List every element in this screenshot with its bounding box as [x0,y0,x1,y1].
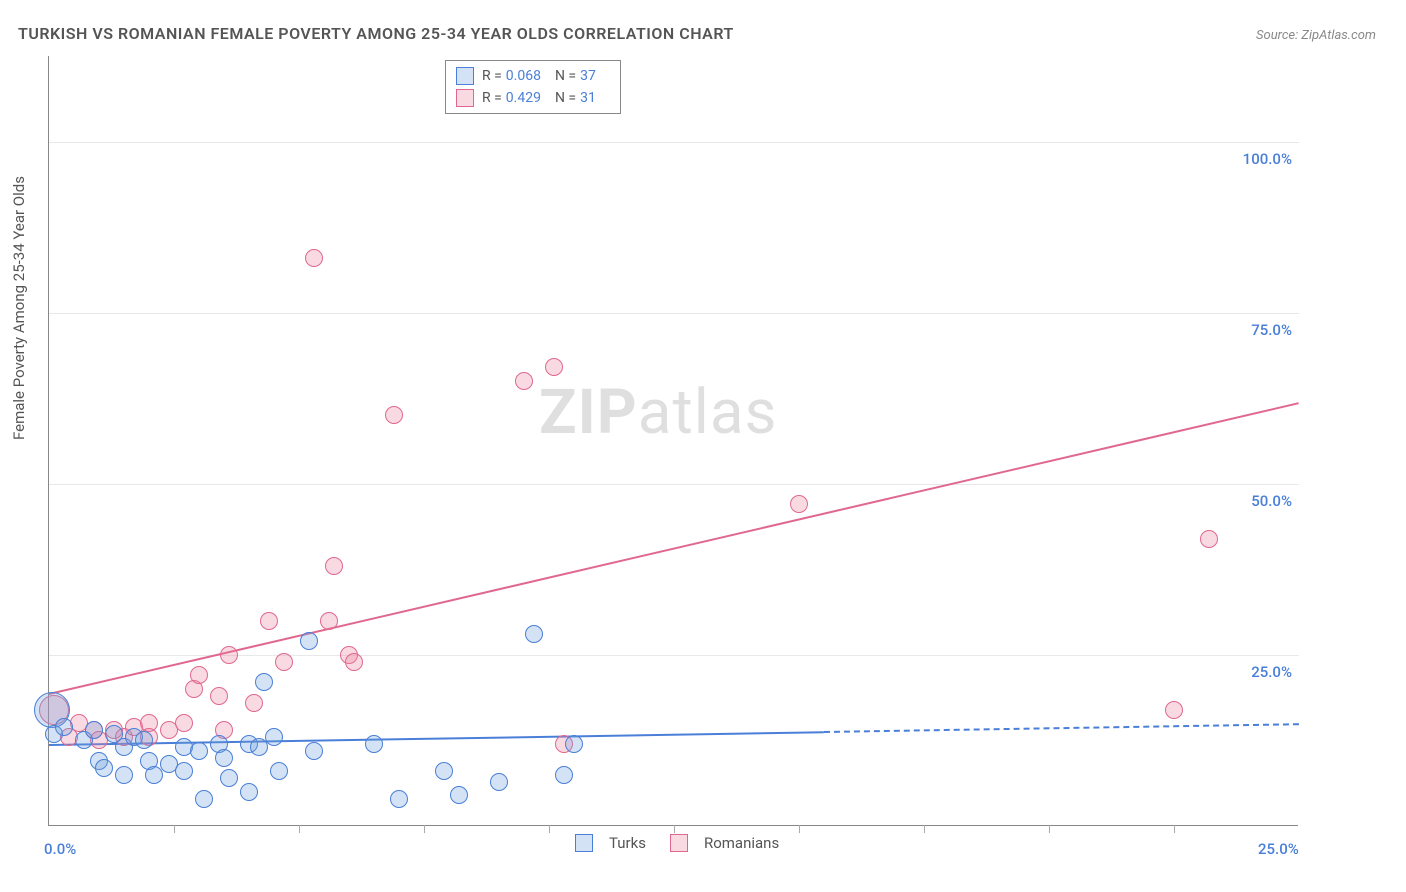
data-point-turks [435,762,453,780]
legend-swatch-romanians [670,834,688,852]
legend-r-value: 0.068 [506,65,541,87]
data-point-romanians [1200,530,1218,548]
correlation-legend: R =0.068 N =37 R =0.429 N =31 [445,60,621,114]
legend-n-value: 37 [580,65,596,87]
data-point-romanians [220,646,238,664]
data-point-romanians [790,495,808,513]
data-point-turks [215,749,233,767]
data-point-turks [55,718,73,736]
data-point-turks [365,735,383,753]
gridline [49,313,1299,314]
y-tick-label: 100.0% [1243,150,1292,168]
x-tick [174,825,175,833]
legend-item-turks: Turks [575,834,646,852]
data-point-turks [300,632,318,650]
y-tick-label: 25.0% [1251,663,1292,681]
x-tick [924,825,925,833]
data-point-turks [135,731,153,749]
gridline [49,484,1299,485]
data-point-turks [390,790,408,808]
data-point-romanians [275,653,293,671]
series-legend: Turks Romanians [575,834,779,852]
data-point-turks [555,766,573,784]
legend-r-label: R = [482,87,502,109]
data-point-romanians [260,612,278,630]
data-point-romanians [190,666,208,684]
data-point-romanians [345,653,363,671]
legend-row-turks: R =0.068 N =37 [446,65,620,87]
x-tick [1049,825,1050,833]
plot-area: ZIPatlas [48,56,1298,826]
legend-swatch-turks [575,834,593,852]
data-point-turks [305,742,323,760]
data-point-romanians [175,714,193,732]
data-point-turks [220,769,238,787]
data-point-romanians [325,557,343,575]
y-tick-label: 50.0% [1251,492,1292,510]
data-point-romanians [515,372,533,390]
x-tick-label: 25.0% [1258,840,1299,858]
x-tick [299,825,300,833]
data-point-romanians [1165,701,1183,719]
legend-row-romanians: R =0.429 N =31 [446,87,620,109]
data-point-turks [525,625,543,643]
x-tick [424,825,425,833]
watermark-light: atlas [638,376,778,449]
legend-r-label: R = [482,65,502,87]
data-point-romanians [245,694,263,712]
data-point-turks [115,766,133,784]
x-tick-label: 0.0% [44,840,76,858]
legend-n-value: 31 [580,87,596,109]
legend-item-romanians: Romanians [670,834,779,852]
legend-label-romanians: Romanians [704,834,779,852]
data-point-turks [450,786,468,804]
y-axis-label: Female Poverty Among 25-34 Year Olds [10,176,28,440]
legend-n-label: N = [555,87,576,109]
legend-r-value: 0.429 [506,87,541,109]
regression-line-dashed [824,723,1299,733]
watermark-bold: ZIP [539,376,638,449]
watermark: ZIPatlas [539,376,778,449]
x-tick [1174,825,1175,833]
data-point-turks [95,759,113,777]
data-point-turks [85,721,103,739]
data-point-turks [255,673,273,691]
data-point-turks [265,728,283,746]
chart-title: TURKISH VS ROMANIAN FEMALE POVERTY AMONG… [18,24,734,43]
data-point-turks [240,783,258,801]
legend-swatch-turks [456,67,474,85]
legend-label-turks: Turks [609,834,646,852]
data-point-turks [195,790,213,808]
x-tick [549,825,550,833]
data-point-romanians [210,687,228,705]
legend-n-label: N = [555,65,576,87]
y-tick-label: 75.0% [1251,321,1292,339]
source-attribution: Source: ZipAtlas.com [1256,28,1376,43]
data-point-romanians [305,249,323,267]
x-tick [674,825,675,833]
legend-swatch-romanians [456,89,474,107]
data-point-turks [270,762,288,780]
data-point-turks [175,762,193,780]
data-point-romanians [545,358,563,376]
x-tick [799,825,800,833]
data-point-turks [490,773,508,791]
data-point-romanians [385,406,403,424]
data-point-turks [565,735,583,753]
data-point-turks [190,742,208,760]
data-point-romanians [320,612,338,630]
gridline [49,142,1299,143]
